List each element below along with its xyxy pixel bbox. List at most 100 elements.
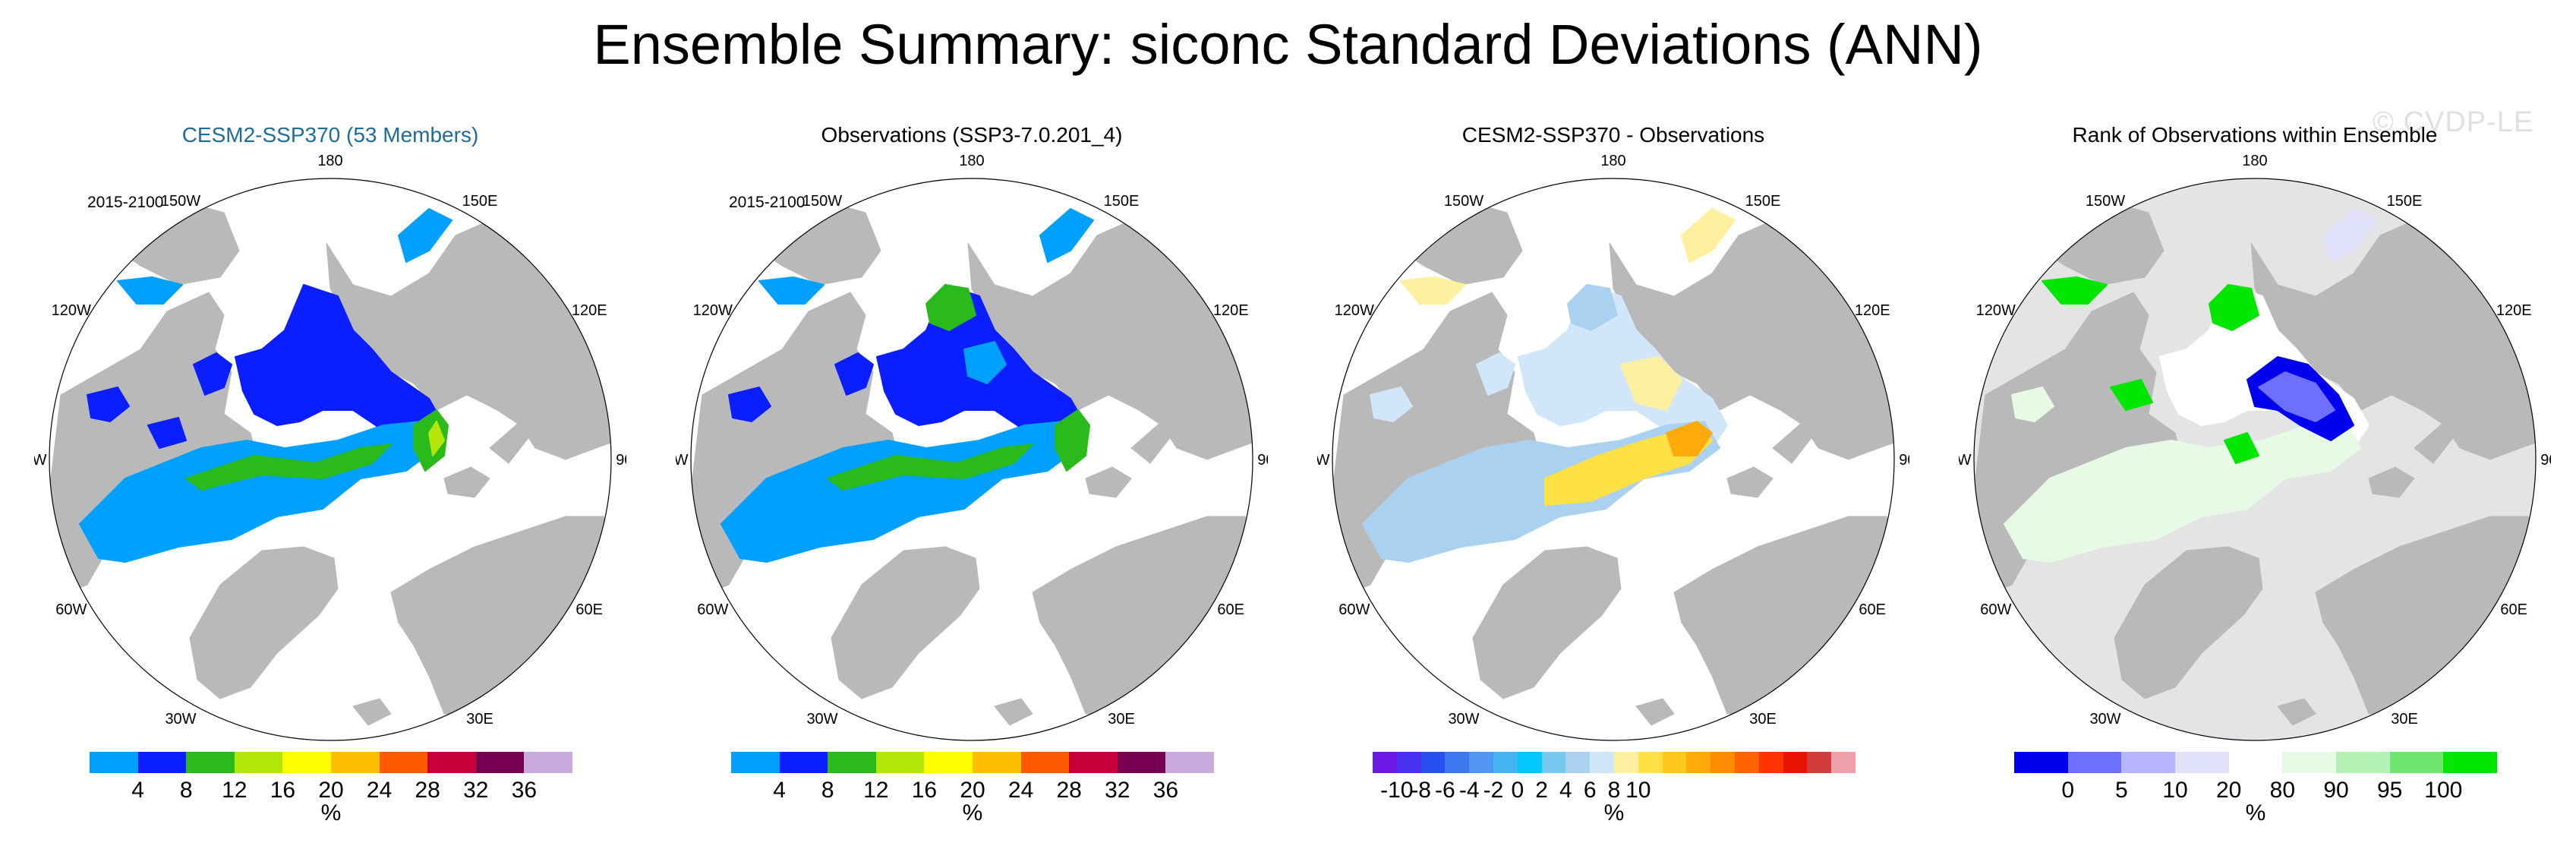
panel-model-std: 180150E120E90E60E30E030W60W90W120W150WCE… [34, 122, 626, 843]
sea-ice-region [398, 208, 452, 263]
longitude-label: 180 [2242, 153, 2267, 169]
colorbar-tick-label: 100 [2424, 778, 2463, 803]
polar-map: 180150E120E90E60E30E030W60W90W120W150W [34, 153, 626, 768]
colorbar-swatch [731, 752, 780, 773]
colorbar-swatch [2121, 752, 2175, 773]
colorbar-swatch [234, 752, 283, 773]
sea-ice-region [1567, 284, 1618, 331]
land-mass [1130, 421, 1178, 464]
map-boundary [1332, 178, 1895, 741]
colorbar-swatch [475, 752, 525, 773]
land-mass [443, 466, 490, 498]
land-mass [352, 698, 392, 726]
land-mass [2277, 698, 2316, 726]
longitude-label: 120E [2496, 302, 2532, 319]
colorbar-swatch [828, 752, 876, 773]
longitude-label: 150W [1444, 193, 1483, 210]
colorbar-tick-label: 4 [1559, 778, 1572, 803]
colorbar-swatch [1734, 752, 1759, 773]
watermark: © CVDP-LE [2373, 106, 2534, 138]
longitude-label: 90E [1899, 452, 1909, 469]
colorbar-swatch [924, 752, 973, 773]
land-mass [2368, 466, 2415, 498]
longitude-label: 120E [1855, 302, 1890, 319]
land-mass [1361, 197, 1523, 286]
map-boundary [49, 178, 612, 741]
colorbar [731, 752, 1214, 773]
colorbar-tick-label: 0 [1511, 778, 1524, 803]
colorbar-tick-label: 36 [511, 778, 538, 803]
longitude-label: 60E [1217, 601, 1244, 618]
longitude-label: 30W [1448, 711, 1479, 728]
land-mass [1772, 421, 1819, 464]
longitude-label: 60W [1980, 601, 2011, 618]
colorbar-swatch [1638, 752, 1663, 773]
colorbar [1373, 752, 1856, 773]
colorbar-swatch [1831, 752, 1856, 773]
colorbar-unit: % [320, 800, 342, 825]
colorbar-swatch [1117, 752, 1166, 773]
land-mass [1472, 546, 1622, 699]
colorbar-swatch [379, 752, 428, 773]
colorbar-tick-label: 36 [1152, 778, 1179, 803]
longitude-label: 150E [2387, 193, 2423, 210]
sea-ice-region [87, 387, 130, 422]
colorbar [2014, 752, 2497, 773]
colorbar-swatch [1686, 752, 1711, 773]
colorbar-unit: % [2245, 800, 2266, 825]
colorbar-swatch [427, 752, 476, 773]
colorbar-swatch [1469, 752, 1493, 773]
longitude-label: 120W [1335, 302, 1374, 319]
panel-title: Observations (SSP3-7.0.201_4) [821, 123, 1123, 147]
longitude-label: 90W [1317, 452, 1330, 469]
longitude-label: 90E [2540, 452, 2551, 469]
panel-title: Rank of Observations within Ensemble [2072, 123, 2438, 147]
colorbar-swatch [2067, 752, 2122, 773]
colorbar-swatch [1493, 752, 1518, 773]
longitude-label: 120E [572, 302, 607, 319]
colorbar-swatch [90, 752, 138, 773]
sea-ice-region [2209, 284, 2259, 331]
colorbar-swatch [2389, 752, 2444, 773]
longitude-label: 60W [1338, 601, 1370, 618]
sea-ice-region [2011, 387, 2054, 422]
land-mass [994, 698, 1033, 726]
colorbar-tick-label: -10 [1380, 778, 1414, 803]
land-mass [1635, 698, 1675, 726]
colorbar-tick-label: 24 [366, 778, 393, 803]
sea-ice-region [925, 284, 976, 331]
land-mass [2114, 546, 2263, 699]
colorbar-swatch [137, 752, 187, 773]
colorbar-tick-label: 8 [821, 778, 834, 803]
colorbar-tick-label: 90 [2323, 778, 2349, 803]
colorbar-tick-label: -8 [1411, 778, 1431, 803]
period-label: 2015-2100 [729, 194, 806, 211]
colorbar-tick-label: 2 [1535, 778, 1548, 803]
colorbar-unit: % [962, 800, 983, 825]
colorbar-swatch [1165, 752, 1214, 773]
panel-title: CESM2-SSP370 - Observations [1461, 123, 1765, 147]
colorbar-swatch [186, 752, 235, 773]
colorbar-swatch [2443, 752, 2497, 773]
sea-ice-region [1055, 409, 1090, 472]
sea-ice-region [117, 276, 183, 305]
colorbar-tick-label: 20 [2215, 778, 2242, 803]
longitude-label: 150W [802, 193, 842, 210]
colorbar-tick-label: 20 [960, 778, 985, 803]
colorbar-swatch [2282, 752, 2336, 773]
sea-ice-region [1039, 208, 1094, 263]
longitude-label: 90W [1959, 452, 1972, 469]
colorbar-tick-label: 4 [773, 778, 786, 803]
colorbar-unit: % [1603, 800, 1625, 825]
sea-ice-region [2042, 276, 2108, 305]
colorbar-tick-label: 95 [2376, 778, 2403, 803]
longitude-label: 30W [2089, 711, 2120, 728]
colorbar-swatch [1396, 752, 1421, 773]
colorbar-swatch [1662, 752, 1687, 773]
panel-obs-std: 180150E120E90E60E30E030W60W90W120W150WOb… [676, 122, 1268, 843]
colorbar-swatch [2014, 752, 2068, 773]
colorbar-swatch [1711, 752, 1735, 773]
sea-ice-region [193, 352, 232, 396]
colorbar-swatch [1445, 752, 1470, 773]
longitude-label: 60E [1859, 601, 1886, 618]
